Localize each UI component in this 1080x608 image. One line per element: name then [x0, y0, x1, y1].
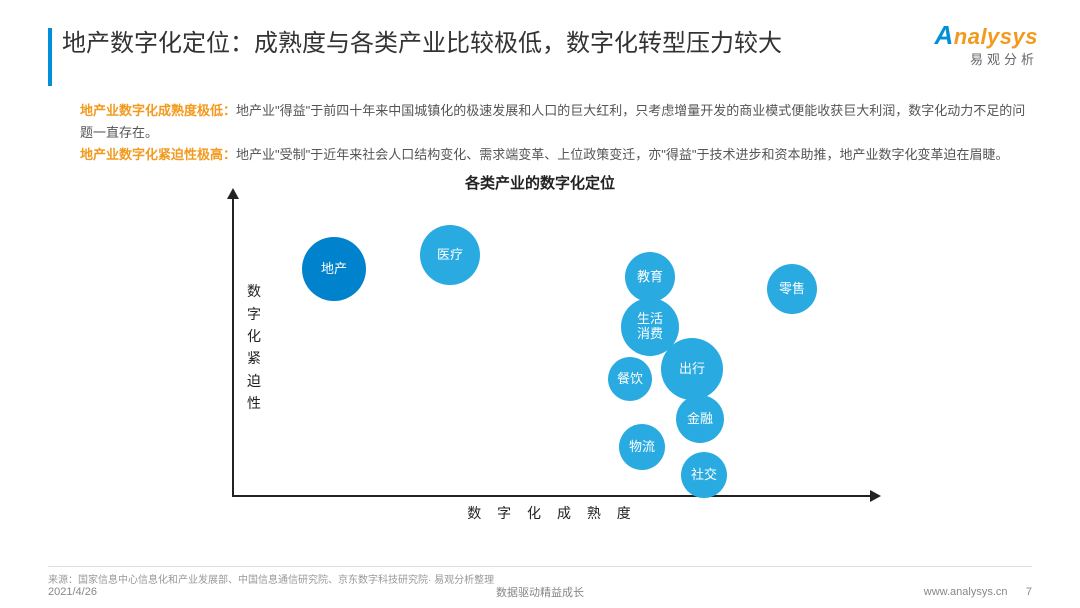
- footer-source: 来源：国家信息中心信息化和产业发展部、中国信息通信研究院、京东数字科技研究院· …: [48, 566, 1032, 586]
- footer: 来源：国家信息中心信息化和产业发展部、中国信息通信研究院、京东数字科技研究院· …: [0, 562, 1080, 598]
- footer-tagline: 数据驱动精益成长: [496, 584, 584, 600]
- page-title: 地产数字化定位：成熟度与各类产业比较极低，数字化转型压力较大: [62, 28, 1032, 60]
- bubble-出行: 出行: [661, 338, 723, 400]
- footer-row: 2021/4/26 数据驱动精益成长 www.analysys.cn 7: [48, 586, 1032, 598]
- brand-wordmark: Analysys: [934, 20, 1038, 51]
- x-axis: [232, 495, 872, 497]
- y-axis-label: 数 字 化 紧 迫 性: [246, 280, 262, 414]
- bubble-地产: 地产: [302, 237, 366, 301]
- para2-lead: 地产业数字化紧迫性极高：: [80, 147, 236, 162]
- brand-sub: 易观分析: [934, 49, 1038, 68]
- bubble-餐饮: 餐饮: [608, 357, 652, 401]
- para1-lead: 地产业数字化成熟度极低：: [80, 103, 236, 118]
- bubble-金融: 金融: [676, 395, 724, 443]
- chart: 各类产业的数字化定位 数 字 化 紧 迫 性 数 字 化 成 熟 度 地产医疗教…: [190, 172, 890, 507]
- bubble-医疗: 医疗: [420, 225, 480, 285]
- heading-row: 地产数字化定位：成熟度与各类产业比较极低，数字化转型压力较大: [48, 28, 1032, 86]
- paragraph-2: 地产业数字化紧迫性极高：地产业"受制"于近年来社会人口结构变化、需求端变革、上位…: [80, 144, 1032, 166]
- body-text: 地产业数字化成熟度极低：地产业"得益"于前四十年来中国城镇化的极速发展和人口的巨…: [80, 100, 1032, 166]
- brand-logo: Analysys 易观分析: [934, 20, 1038, 68]
- para2-text: 地产业"受制"于近年来社会人口结构变化、需求端变革、上位政策变迁，亦"得益"于技…: [236, 147, 1008, 162]
- y-axis-arrow-icon: [227, 188, 239, 199]
- footer-date: 2021/4/26: [48, 586, 97, 598]
- y-axis: [232, 197, 234, 497]
- chart-title: 各类产业的数字化定位: [190, 172, 890, 193]
- footer-page: 7: [1026, 586, 1032, 598]
- slide: Analysys 易观分析 地产数字化定位：成熟度与各类产业比较极低，数字化转型…: [0, 0, 1080, 608]
- chart-plot: 数 字 化 紧 迫 性 数 字 化 成 熟 度 地产医疗教育零售生活 消费出行餐…: [232, 197, 872, 497]
- bubble-教育: 教育: [625, 252, 675, 302]
- bubble-社交: 社交: [681, 452, 727, 498]
- x-axis-label: 数 字 化 成 熟 度: [467, 503, 636, 523]
- heading-accent: [48, 28, 52, 86]
- paragraph-1: 地产业数字化成熟度极低：地产业"得益"于前四十年来中国城镇化的极速发展和人口的巨…: [80, 100, 1032, 144]
- bubble-物流: 物流: [619, 424, 665, 470]
- footer-url: www.analysys.cn: [924, 586, 1008, 598]
- bubble-零售: 零售: [767, 264, 817, 314]
- x-axis-arrow-icon: [870, 490, 881, 502]
